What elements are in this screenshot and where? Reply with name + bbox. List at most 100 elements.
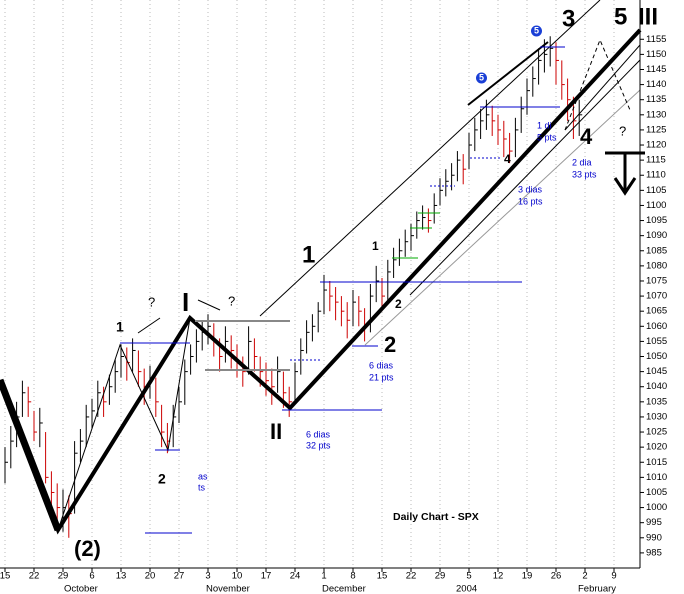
annotation: 21 pts — [369, 372, 394, 382]
y-tick-label: 1005 — [646, 487, 667, 498]
y-tick-label: 1150 — [646, 49, 666, 60]
y-tick-label: 1125 — [646, 124, 666, 135]
y-tick-label: 1115 — [646, 155, 666, 166]
circle-marker — [476, 72, 487, 84]
y-tick-label: 1145 — [646, 64, 666, 75]
y-tick-label: 1060 — [646, 321, 667, 332]
y-tick-label: 1090 — [646, 230, 667, 241]
annotation: I — [182, 287, 189, 317]
y-tick-label: 990 — [646, 532, 662, 543]
annotation: 5 pts — [537, 132, 557, 142]
y-tick-label: 1065 — [646, 306, 667, 317]
annotation: 2 — [395, 297, 402, 311]
annotation: ? — [619, 123, 626, 138]
x-tick-label: 27 — [174, 571, 185, 582]
annotation: 5 — [479, 72, 484, 82]
x-tick-label: 13 — [116, 571, 127, 582]
annotation: III — [638, 3, 658, 30]
y-tick-label: 1130 — [646, 109, 666, 120]
x-tick-label: 6 — [89, 571, 94, 582]
annotation: ? — [148, 294, 155, 309]
y-tick-label: 1135 — [646, 94, 666, 105]
x-tick-label: 17 — [261, 571, 272, 582]
annotation: 32 pts — [306, 440, 331, 450]
y-tick-label: 1140 — [646, 79, 666, 90]
annotation: 6 dias — [369, 360, 394, 370]
x-tick-label: 22 — [406, 571, 417, 582]
annotation: 1 — [116, 319, 124, 335]
y-tick-label: 1085 — [646, 245, 667, 256]
annotation: 6 dias — [306, 429, 331, 439]
y-tick-label: 1120 — [646, 140, 666, 151]
month-label: December — [322, 584, 366, 594]
labels: 9859909951000100510101015102010251030103… — [0, 3, 667, 594]
month-label: 2004 — [456, 584, 477, 594]
y-tick-label: 985 — [646, 547, 662, 558]
annotation: 33 pts — [572, 169, 597, 179]
month-label: February — [578, 584, 616, 594]
annotation: II — [270, 419, 282, 444]
x-tick-label: 15 — [377, 571, 388, 582]
level-lines — [120, 46, 565, 534]
circle-marker — [531, 25, 542, 37]
y-tick-label: 995 — [646, 517, 662, 528]
x-tick-label: 19 — [522, 571, 533, 582]
pointer — [197, 299, 221, 311]
y-tick-label: 1070 — [646, 291, 667, 302]
annotation: 5 — [534, 25, 539, 35]
annotation: 16 pts — [518, 196, 543, 206]
annotation: 1 — [302, 241, 315, 268]
annotation: as — [198, 471, 208, 481]
annotation: 3 — [562, 5, 575, 32]
annotation: ? — [228, 293, 235, 308]
wave-line — [467, 41, 549, 106]
annotation: 2 dia — [572, 157, 592, 167]
y-tick-label: 1080 — [646, 260, 667, 271]
annotation: (2) — [74, 536, 101, 561]
y-tick-label: 1040 — [646, 381, 667, 392]
annotation: 4 — [504, 152, 511, 166]
y-tick-label: 1010 — [646, 472, 667, 483]
y-tick-label: 1015 — [646, 457, 667, 468]
wave-line — [564, 44, 641, 131]
annotation: 4 — [580, 124, 593, 149]
x-tick-label: 29 — [435, 571, 446, 582]
y-tick-label: 1100 — [646, 200, 666, 211]
y-tick-label: 1020 — [646, 442, 667, 453]
annotation: 2 — [158, 471, 166, 487]
annotation: 5 — [614, 3, 627, 30]
x-tick-label: 22 — [29, 571, 40, 582]
pointer — [137, 317, 161, 334]
x-tick-label: 8 — [350, 571, 355, 582]
arrow-head — [613, 177, 637, 196]
annotation: 1 — [372, 239, 379, 253]
x-tick-label: 26 — [551, 571, 562, 582]
channel-line — [409, 59, 641, 296]
x-tick-label: 29 — [58, 571, 69, 582]
chart-title: Daily Chart - SPX — [393, 511, 479, 523]
x-tick-label: 12 — [493, 571, 504, 582]
month-label: November — [206, 584, 250, 594]
annotation: 2 — [384, 332, 396, 357]
grid — [4, 0, 615, 568]
y-tick-label: 1030 — [646, 411, 667, 422]
x-tick-label: 3 — [205, 571, 210, 582]
x-tick-label: 10 — [232, 571, 243, 582]
x-tick-label: 5 — [466, 571, 471, 582]
price-bars — [4, 36, 583, 538]
x-tick-label: 9 — [611, 571, 616, 582]
y-tick-label: 1000 — [646, 502, 667, 513]
wave-thin — [57, 317, 191, 531]
annotation: 3 dias — [518, 184, 543, 194]
x-tick-label: 24 — [290, 571, 301, 582]
channel-line — [364, 89, 641, 346]
x-tick-label: 15 — [0, 571, 10, 582]
channel-line — [259, 0, 601, 317]
axes — [0, 0, 644, 572]
wave-dashed — [564, 38, 631, 131]
y-tick-label: 1035 — [646, 396, 667, 407]
wave-thick — [0, 378, 62, 532]
y-tick-label: 1105 — [646, 185, 666, 196]
y-tick-label: 1155 — [646, 34, 666, 45]
